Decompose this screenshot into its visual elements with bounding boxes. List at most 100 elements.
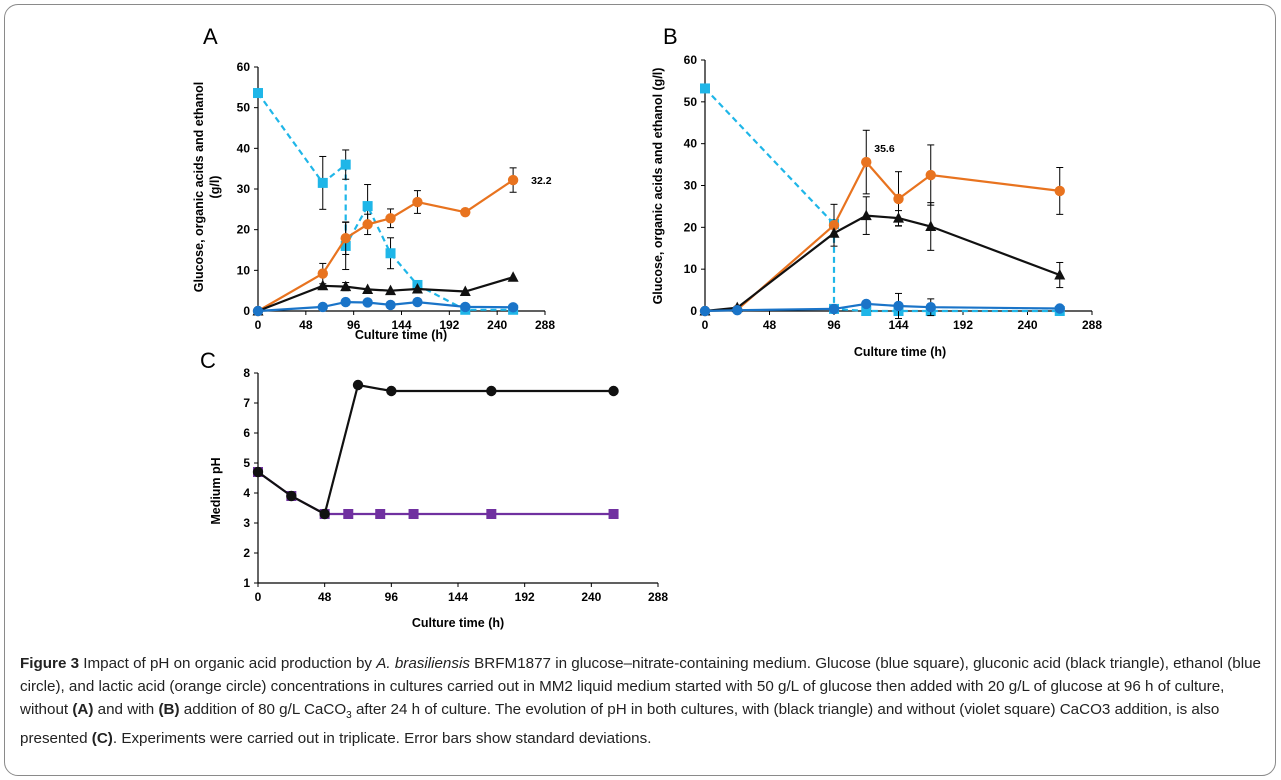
panel-c: C Medium pH Culture time (h) 1 2 3 4 5 6 7 8 0 48… [200,348,668,630]
x-tick-label-a: 288 [535,318,555,332]
x-tick-label-a: 240 [487,318,507,332]
series-line-c-1 [257,383,614,516]
figure-label: Figure 3 [20,655,80,672]
series-a-3 [252,296,519,317]
caption-species: A. brasiliensis [376,655,470,672]
series-line-b-2 [704,214,1061,313]
data-point-circle-b [925,169,936,181]
y-tick-label-a: 20 [237,223,251,237]
data-point-circle-a [385,213,396,224]
data-point-circle-a [317,268,328,279]
x-tick-label-b: 240 [1017,318,1037,332]
y-tick-label-c: 8 [243,366,250,380]
y-tick-label-b: 60 [684,53,698,67]
data-point-circle-a [252,305,264,317]
y-tick-label-c: 3 [243,516,250,530]
data-point-circle-c [286,490,297,502]
data-point-circle-b [828,220,840,231]
caption-text-6: . Experiments were carried out in tripli… [112,730,652,748]
charts-canvas: A Glucose, organic acids and ethanol (g/… [192,24,1103,630]
data-point-triangle-b [893,212,904,223]
data-point-circle-b [1054,303,1065,314]
y-tick-label-b: 30 [684,179,698,193]
y-axis-label-a-line2: (g/l) [208,176,222,199]
series-a-0 [253,88,519,315]
y-tick-label-b: 10 [684,262,698,276]
y-tick-label-b: 0 [690,304,697,318]
data-label-a: 32.2 [531,175,552,187]
data-point-triangle-a [362,283,374,294]
data-point-circle-b [732,304,743,316]
data-point-circle-a [507,302,519,313]
figure-caption: Figure 3 Impact of pH on organic acid pr… [20,652,1262,750]
x-tick-label-b: 144 [888,318,908,332]
data-point-triangle-a [459,285,471,296]
y-tick-label-b: 50 [684,95,698,109]
data-point-circle-c [386,385,397,397]
data-point-triangle-b [860,209,872,221]
caption-text-3: and with [93,701,159,718]
y-tick-label-b: 40 [684,137,698,151]
series-b-2 [699,196,1066,316]
plot-area-a: 0 10 20 30 40 50 60 0 48 96 144 192 240 288 [237,60,556,332]
data-point-circle-a [460,206,471,218]
y-tick-label-a: 0 [243,304,250,318]
data-point-circle-c [608,385,619,397]
data-point-square-a [362,201,373,212]
x-tick-label-c: 240 [581,590,601,604]
x-tick-label-a: 0 [255,318,262,332]
panel-label-c: C [200,348,216,373]
data-point-triangle-a [507,271,519,282]
x-axis-label-b: Culture time (h) [854,345,946,359]
x-axis-label-a: Culture time (h) [355,328,447,342]
y-tick-label-b: 20 [684,220,698,234]
data-point-circle-b [861,156,872,168]
x-tick-label-a: 48 [299,318,313,332]
caption-text-2: BRFM1877 in glucose–nitrate-containing m… [20,655,1261,718]
data-point-circle-b [893,193,904,205]
plot-area-b: 0 10 20 30 40 50 60 0 48 96 144 192 240 288 [684,53,1103,332]
y-tick-label-a: 60 [237,60,251,74]
data-point-square-c [608,509,619,519]
data-point-square-b [700,83,710,94]
x-tick-label-b: 288 [1082,318,1102,332]
data-point-square-b [861,306,872,316]
series-c-1 [252,379,619,520]
data-point-triangle-b [925,220,937,231]
data-point-circle-b [699,305,711,317]
series-line-a-1 [257,179,514,312]
caption-text-4: addition of 80 g/L CaCO [179,701,347,718]
series-c-0 [253,467,619,519]
x-tick-label-b: 192 [953,318,973,332]
data-point-square-a [253,88,263,99]
data-point-circle-a [362,219,373,230]
data-point-circle-b [861,298,872,310]
data-point-square-c [408,509,419,519]
caption-text-5: after 24 h of culture. The evolution of … [20,701,1220,748]
y-tick-label-c: 4 [243,486,250,500]
y-tick-label-a: 50 [237,101,251,115]
data-point-circle-a [340,296,351,308]
x-tick-label-b: 0 [702,318,709,332]
caption-text-1: Impact of pH on organic acid production … [79,655,377,672]
x-tick-label-c: 48 [318,590,332,604]
data-point-square-c [486,509,497,519]
data-point-square-a [317,177,328,188]
data-point-square-c [343,509,354,519]
x-tick-label-c: 0 [255,590,262,604]
data-point-circle-b [828,303,840,315]
plot-area-c: 1 2 3 4 5 6 7 8 0 48 96 144 192 240 288 [243,366,668,604]
data-point-triangle-a [340,280,352,292]
caption-ref-b: (B) [158,701,180,718]
x-tick-label-a: 192 [439,318,459,332]
series-line-b-0 [704,87,1060,313]
data-point-circle-a [362,297,373,308]
data-point-circle-a [412,296,423,308]
data-point-square-a [340,159,351,170]
x-tick-label-a: 96 [347,318,361,332]
x-axis-label-c: Culture time (h) [412,616,504,630]
data-point-circle-c [486,385,497,397]
data-point-circle-a [317,301,328,313]
x-tick-label-a: 144 [391,318,411,332]
y-axis-label-c: Medium pH [209,457,223,524]
